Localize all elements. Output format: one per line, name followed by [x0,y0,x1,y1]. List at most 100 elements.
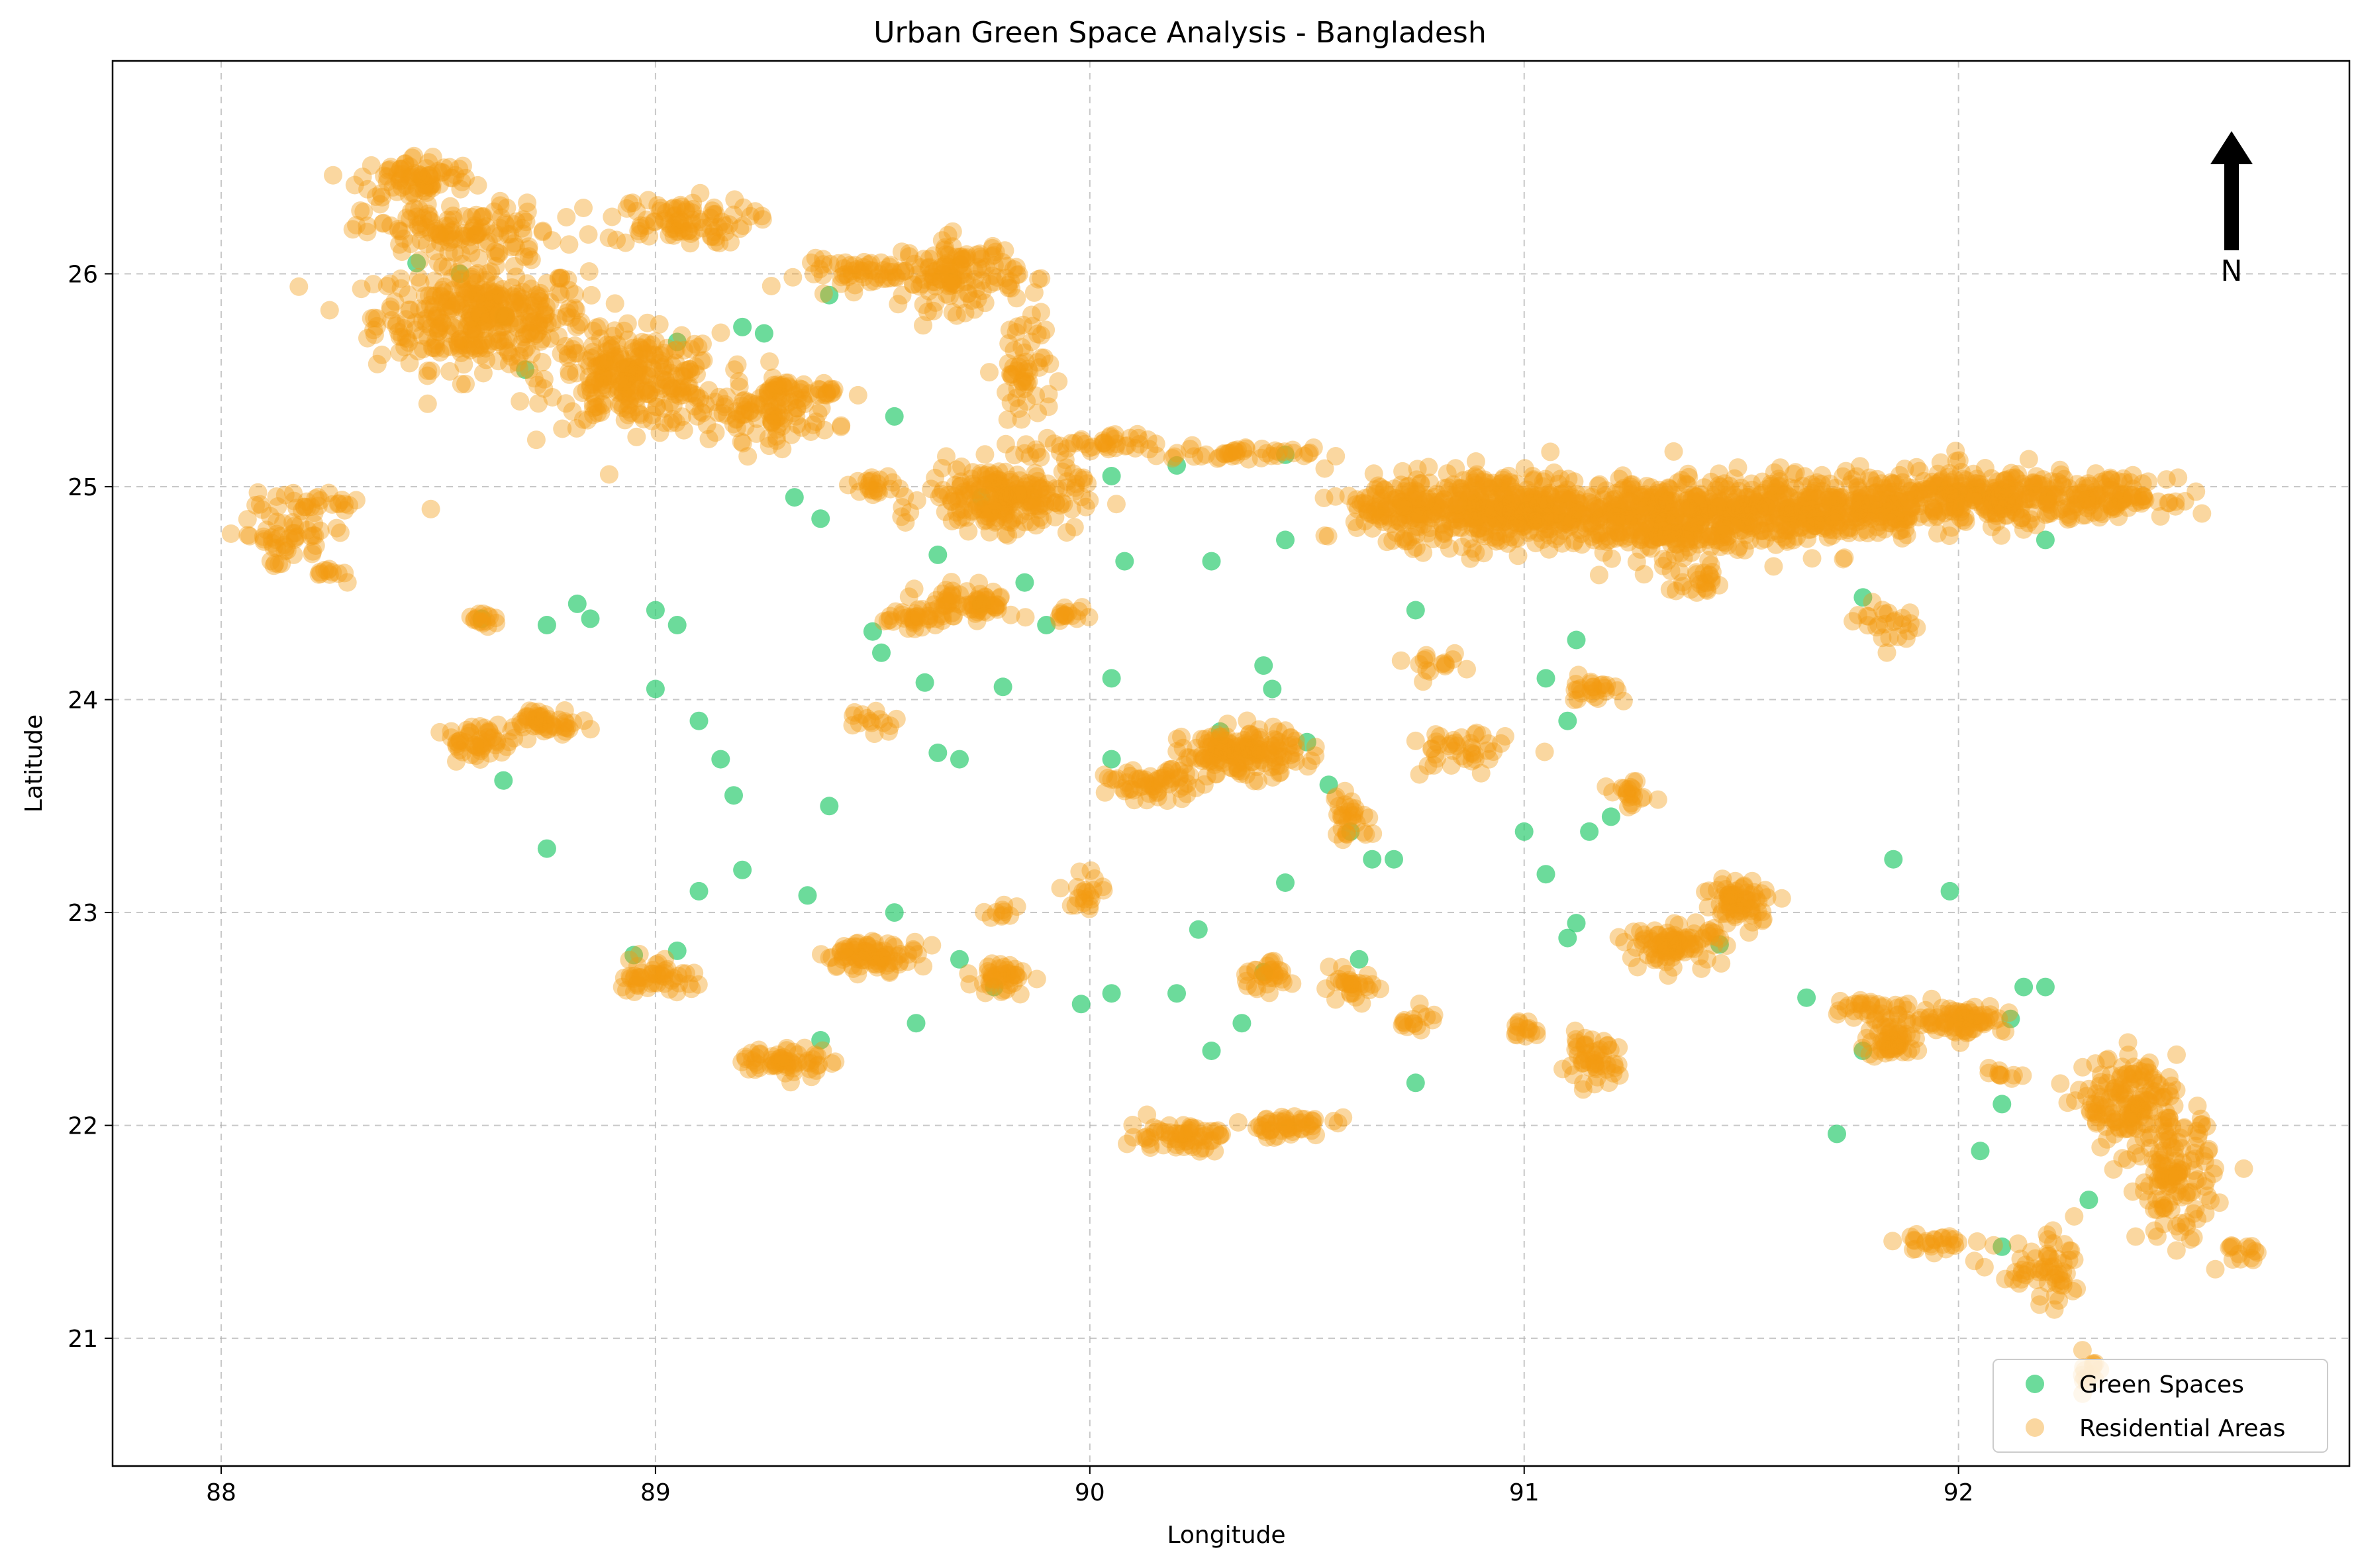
residential-area-point [626,368,645,387]
residential-area-point [971,464,991,483]
residential-area-point [931,270,950,289]
residential-area-point [558,348,577,368]
residential-area-point [390,171,409,190]
residential-area-point [1030,500,1049,519]
residential-area-point [426,339,446,358]
residential-area-point [1500,510,1519,529]
residential-area-point [1017,481,1036,500]
residential-area-point [795,395,814,414]
residential-area-point [997,383,1015,402]
green-space-point [1797,988,1816,1007]
residential-area-point [405,164,424,183]
green-space-point [1297,732,1316,752]
residential-area-point [677,200,696,219]
residential-area-point [1116,436,1135,456]
residential-area-point [1546,516,1565,536]
residential-area-point [473,222,492,242]
residential-area-point [730,377,749,397]
residential-area-point [637,334,656,352]
residential-area-point [1418,524,1437,543]
residential-area-point [460,304,479,323]
green-space-point [581,609,600,628]
residential-area-point [428,322,448,342]
residential-area-point [940,270,960,289]
residential-area-point [1167,444,1187,463]
residential-area-point [1299,444,1318,463]
residential-area-point [459,311,478,330]
residential-area-point [923,267,942,286]
green-space-point [2036,530,2055,550]
residential-area-point [957,272,976,291]
residential-area-point [487,324,507,344]
residential-area-point [609,354,628,373]
residential-area-point [616,233,635,252]
residential-area-point [979,486,999,505]
residential-area-point [2051,1271,2071,1290]
residential-area-point [687,385,706,405]
residential-area-point [537,273,556,293]
residential-area-point [435,223,454,242]
residential-area-point [368,317,387,336]
residential-area-point [514,210,533,229]
green-space-point [1341,822,1360,841]
residential-area-point [967,497,987,515]
residential-area-point [593,365,612,384]
residential-area-point [476,339,495,358]
residential-area-point [777,395,795,415]
residential-area-point [874,270,893,289]
residential-area-point [812,945,830,964]
residential-area-point [729,372,748,391]
residential-area-point [387,317,406,336]
residential-area-point [1049,372,1068,391]
residential-area-point [807,413,826,431]
residential-area-point [391,169,411,188]
residential-area-point [419,166,438,185]
residential-area-point [415,181,434,201]
residential-area-point [976,495,995,514]
residential-area-point [615,372,634,391]
residential-area-point [613,350,632,369]
residential-area-point [699,430,718,448]
residential-area-point [400,157,419,176]
residential-area-point [809,404,828,423]
residential-area-point [469,285,488,303]
residential-area-point [1267,757,1286,776]
green-space-point [1232,1014,1252,1033]
residential-area-point [609,381,628,400]
residential-area-point [997,505,1016,524]
residential-area-point [1536,494,1555,513]
residential-area-point [1027,467,1046,486]
residential-area-point [1020,362,1039,381]
residential-area-point [1546,510,1565,528]
residential-area-point [440,232,459,252]
residential-area-point [552,269,571,288]
residential-area-point [860,260,879,279]
residential-area-point [430,317,449,336]
green-space-point [1710,935,1729,954]
residential-area-point [705,392,724,411]
residential-area-point [951,477,970,496]
residential-area-point [942,491,961,511]
residential-area-point [742,394,761,413]
residential-area-point [529,316,548,335]
residential-area-point [1039,385,1058,404]
residential-area-point [419,153,438,172]
residential-area-point [380,274,399,293]
residential-area-point [2180,1183,2199,1202]
residential-area-point [467,205,486,224]
residential-area-point [679,376,699,395]
residential-area-point [910,277,930,296]
residential-area-point [1572,524,1591,544]
residential-area-point [485,285,504,304]
residential-area-point [415,299,434,318]
residential-area-point [401,210,419,229]
residential-area-point [1252,448,1271,467]
residential-area-point [603,207,622,226]
residential-area-point [1923,472,1942,491]
residential-area-point [728,355,747,374]
residential-area-point [591,329,610,348]
residential-area-point [640,226,659,246]
residential-area-point [1007,388,1026,407]
residential-area-point [551,285,570,304]
residential-area-point [1029,497,1048,516]
